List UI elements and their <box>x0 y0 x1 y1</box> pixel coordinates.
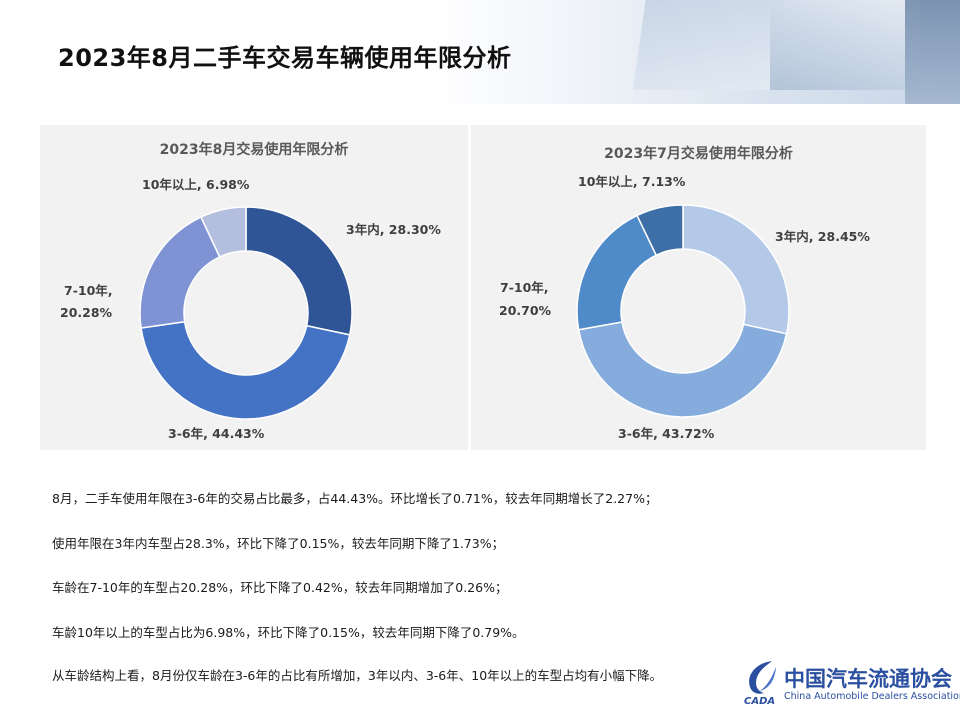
logo-abbr: CADA <box>744 696 775 707</box>
description-line: 车龄在7-10年的车型占20.28%，环比下降了0.42%，较去年同期增加了0.… <box>52 580 508 595</box>
data-label: 10年以上, 7.13% <box>578 174 686 189</box>
donut-slice-1 <box>682 204 790 335</box>
donut-slice-3 <box>576 214 658 331</box>
data-label: 3-6年, 44.43% <box>168 426 265 441</box>
logo-name-cn: 中国汽车流通协会 <box>784 666 952 691</box>
description-line: 8月，二手车使用年限在3-6年的交易占比最多，占44.43%。环比增长了0.71… <box>52 491 658 506</box>
data-label: 20.28% <box>60 305 113 320</box>
donut-slice-4 <box>636 204 684 257</box>
data-label: 10年以上, 6.98% <box>142 177 250 192</box>
data-label: 7-10年, <box>500 280 549 295</box>
data-label: 3年内, 28.30% <box>346 222 441 237</box>
data-label: 7-10年, <box>64 283 113 298</box>
data-label: 20.70% <box>499 303 552 318</box>
data-label: 3年内, 28.45% <box>775 229 870 244</box>
cada-logo: CADA 中国汽车流通协会 China Automobile Dealers A… <box>742 655 960 710</box>
header-decoration <box>770 0 920 90</box>
header-decoration <box>632 0 788 90</box>
chart-title: 2023年8月交易使用年限分析 <box>159 142 349 158</box>
header-band <box>0 0 960 104</box>
donut-chart-august <box>139 206 353 420</box>
page-title: 2023年8月二手车交易车辆使用年限分析 <box>58 44 512 72</box>
chart-panel-july: 2023年7月交易使用年限分析 3年内, 28.45% 3-6年, 43.72%… <box>471 125 926 450</box>
donut-slice-2 <box>577 321 788 418</box>
donut-slice-2 <box>140 320 351 420</box>
description-line: 车龄10年以上的车型占比为6.98%，环比下降了0.15%，较去年同期下降了0.… <box>52 625 525 640</box>
description-line: 使用年限在3年内车型占28.3%，环比下降了0.15%，较去年同期下降了1.73… <box>52 536 505 551</box>
chart-panel-august: 2023年8月交易使用年限分析 3年内, 28.30% 3-6年, 44.43%… <box>40 125 468 450</box>
donut-slice-4 <box>199 206 247 258</box>
cada-logo-icon: CADA <box>744 661 776 707</box>
donut-chart-july <box>576 204 790 418</box>
donut-slice-1 <box>245 206 353 336</box>
donut-slice-3 <box>139 216 221 329</box>
description-line: 从车龄结构上看，8月份仅车龄在3-6年的占比有所增加，3年以内、3-6年、10年… <box>52 668 663 683</box>
chart-title: 2023年7月交易使用年限分析 <box>604 146 793 162</box>
logo-name-en: China Automobile Dealers Association <box>784 691 960 702</box>
header-decoration <box>905 0 960 104</box>
data-label: 3-6年, 43.72% <box>618 426 715 441</box>
